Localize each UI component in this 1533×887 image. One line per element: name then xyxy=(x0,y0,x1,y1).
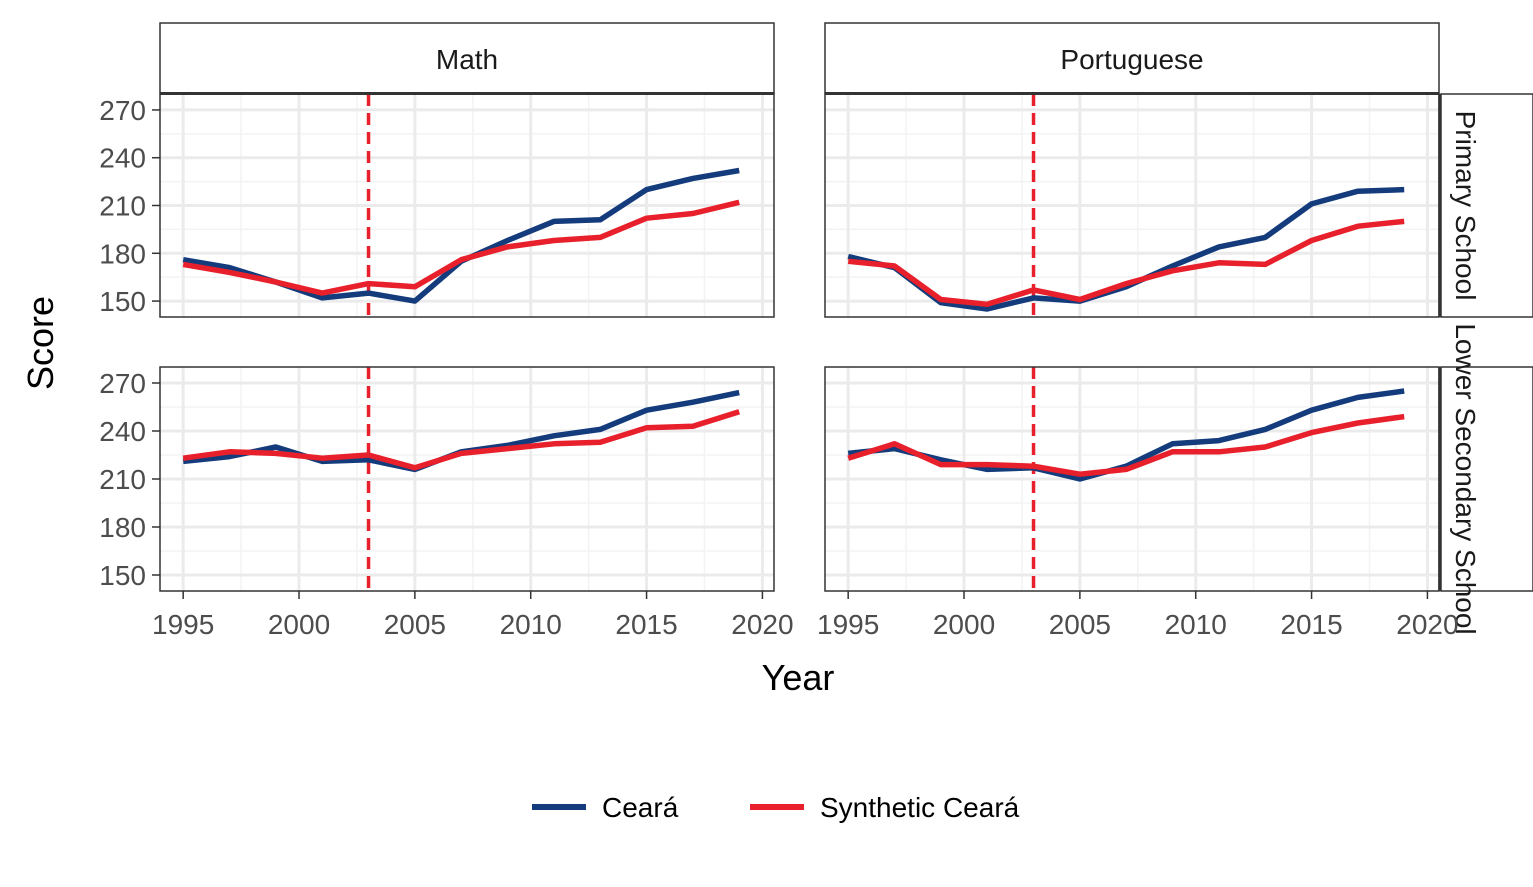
legend-label-ceara: Ceará xyxy=(602,792,679,823)
legend-label-synthetic-ceara: Synthetic Ceará xyxy=(820,792,1020,823)
y-tick-label: 270 xyxy=(99,368,146,399)
x-tick-label: 2000 xyxy=(933,609,995,640)
series-line-synthetic-ceara xyxy=(847,218,1405,308)
column-strip-math: Math xyxy=(159,22,775,94)
row-strip-label: Lower Secondary School xyxy=(1450,323,1481,634)
row-strip-background xyxy=(1440,366,1533,592)
column-strip-portuguese: Portuguese xyxy=(824,22,1440,94)
x-tick-label: 2010 xyxy=(500,609,562,640)
series-line-ceara xyxy=(847,388,1405,482)
x-tick-label: 2005 xyxy=(384,609,446,640)
row-strip-label: Primary School xyxy=(1450,111,1481,301)
x-axis-title: Year xyxy=(762,657,835,698)
y-tick-label: 180 xyxy=(99,238,146,269)
row-strips: Primary School Lower Secondary School xyxy=(1438,93,1533,635)
panels-layer xyxy=(159,93,1440,592)
y-tick-label: 150 xyxy=(99,286,146,317)
x-tick-label: 2015 xyxy=(615,609,677,640)
y-tick-label: 150 xyxy=(99,560,146,591)
y-tick-label: 240 xyxy=(99,416,146,447)
x-tick-label: 1995 xyxy=(817,609,879,640)
series-line-synthetic-ceara xyxy=(182,409,741,471)
series-line-synthetic-ceara xyxy=(847,413,1405,477)
x-tick-label: 1995 xyxy=(152,609,214,640)
panel-math-primary-school xyxy=(159,93,775,318)
x-tick-label: 2015 xyxy=(1280,609,1342,640)
series-line-synthetic-ceara xyxy=(182,199,740,296)
column-strip-label: Math xyxy=(436,44,498,75)
panel-math-lower-secondary-school xyxy=(159,366,775,592)
row-strip-primary-school: Primary School xyxy=(1438,93,1533,318)
x-tick-label: 2000 xyxy=(268,609,330,640)
row-strip-lower-secondary-school: Lower Secondary School xyxy=(1438,323,1533,635)
column-strips: Math Portuguese xyxy=(159,22,1440,95)
x-tick-label: 2020 xyxy=(1396,609,1458,640)
row-strip-background xyxy=(1440,93,1533,318)
panel-portuguese-primary-school xyxy=(824,93,1440,318)
y-tick-label: 180 xyxy=(99,512,146,543)
axes-layer: 150 180 210 240 270 150 180 210 240 270 1995 2000 20… xyxy=(99,95,1458,640)
y-tick-label: 210 xyxy=(99,464,146,495)
series-line-ceara xyxy=(847,186,1405,312)
legend: Ceará Synthetic Ceará xyxy=(532,792,1020,823)
y-tick-label: 210 xyxy=(99,191,146,222)
y-tick-label: 270 xyxy=(99,95,146,126)
column-strip-background xyxy=(824,22,1440,94)
y-axis-title: Score xyxy=(20,296,61,390)
x-tick-label: 2020 xyxy=(731,609,793,640)
x-tick-label: 2010 xyxy=(1165,609,1227,640)
panel-portuguese-lower-secondary-school xyxy=(824,366,1440,592)
y-tick-label: 240 xyxy=(99,143,146,174)
x-tick-label: 2005 xyxy=(1049,609,1111,640)
column-strip-label: Portuguese xyxy=(1060,44,1203,75)
